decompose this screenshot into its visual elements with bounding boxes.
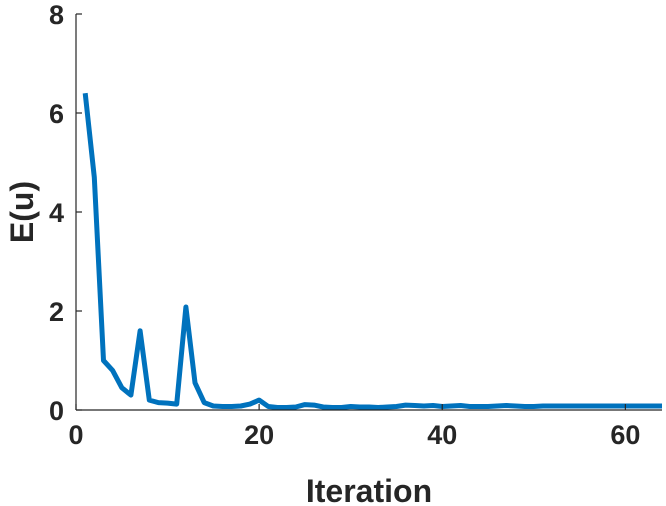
- y-tick-label: 0: [49, 396, 64, 426]
- x-tick-label: 20: [244, 420, 274, 450]
- x-axis-label: Iteration: [306, 473, 432, 506]
- y-tick-label: 8: [49, 0, 64, 30]
- y-axis-label: E(u): [4, 181, 40, 243]
- x-tick-label: 40: [427, 420, 457, 450]
- x-axis: 0 20 40 60: [68, 404, 662, 450]
- series-line-0: [82, 92, 662, 410]
- y-axis: 0 2 4 6 8: [49, 0, 82, 426]
- plot-area: [82, 92, 662, 410]
- y-tick-label: 4: [49, 198, 64, 228]
- y-tick-label: 2: [49, 297, 64, 327]
- y-tick-label: 6: [49, 99, 64, 129]
- x-tick-label: 60: [610, 420, 640, 450]
- x-tick-label: 0: [68, 420, 83, 450]
